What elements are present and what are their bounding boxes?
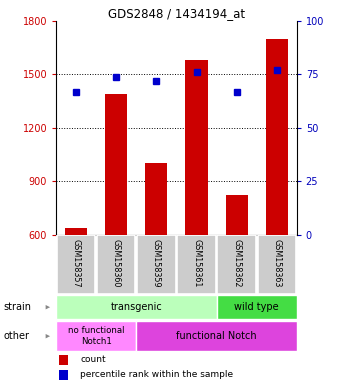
Bar: [218, 235, 256, 293]
Bar: [105, 94, 128, 235]
Text: count: count: [80, 356, 106, 364]
Bar: [56, 295, 217, 319]
Text: strain: strain: [3, 302, 31, 312]
Bar: [65, 227, 87, 235]
Bar: [59, 355, 68, 365]
Bar: [145, 164, 167, 235]
Text: wild type: wild type: [234, 302, 279, 312]
Text: GSM158361: GSM158361: [192, 239, 201, 288]
Bar: [57, 235, 95, 293]
Text: functional Notch: functional Notch: [176, 331, 257, 341]
Bar: [257, 235, 296, 293]
Bar: [225, 195, 248, 235]
Text: GSM158360: GSM158360: [112, 239, 121, 288]
Text: GSM158357: GSM158357: [72, 239, 81, 288]
Title: GDS2848 / 1434194_at: GDS2848 / 1434194_at: [108, 7, 245, 20]
Text: GSM158363: GSM158363: [272, 239, 281, 288]
Bar: [186, 60, 208, 235]
Bar: [266, 39, 288, 235]
Text: transgenic: transgenic: [110, 302, 162, 312]
Bar: [97, 235, 135, 293]
Bar: [56, 321, 136, 351]
Bar: [136, 321, 297, 351]
Bar: [217, 295, 297, 319]
Text: other: other: [3, 331, 29, 341]
Text: GSM158362: GSM158362: [232, 239, 241, 288]
Text: GSM158359: GSM158359: [152, 239, 161, 288]
Text: percentile rank within the sample: percentile rank within the sample: [80, 371, 234, 379]
Bar: [137, 235, 176, 293]
Bar: [59, 370, 68, 380]
Text: no functional
Notch1: no functional Notch1: [68, 326, 124, 346]
Bar: [177, 235, 216, 293]
